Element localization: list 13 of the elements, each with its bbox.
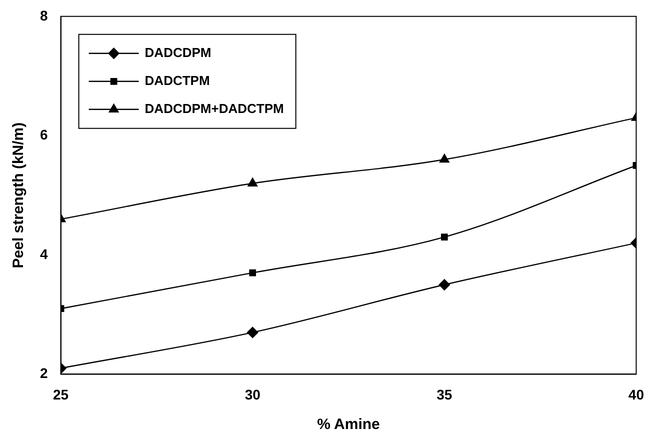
- x-axis-title: % Amine: [317, 416, 380, 434]
- y-tick-label: 4: [40, 246, 48, 262]
- legend-label: DADCTPM: [144, 72, 210, 88]
- legend-label: DADCDPM+DADCTPM: [144, 100, 284, 116]
- y-tick-label: 8: [40, 7, 48, 24]
- x-tick-label: 40: [628, 386, 644, 402]
- y-tick-label: 2: [40, 365, 48, 382]
- x-tick-label: 25: [52, 386, 69, 402]
- y-axis-title: Peel strength (kN/m): [10, 122, 28, 268]
- legend-label: DADCDPM: [144, 44, 212, 60]
- y-tick-label: 6: [40, 126, 48, 143]
- x-tick-label: 30: [244, 386, 261, 402]
- x-tick-label: 35: [436, 386, 452, 402]
